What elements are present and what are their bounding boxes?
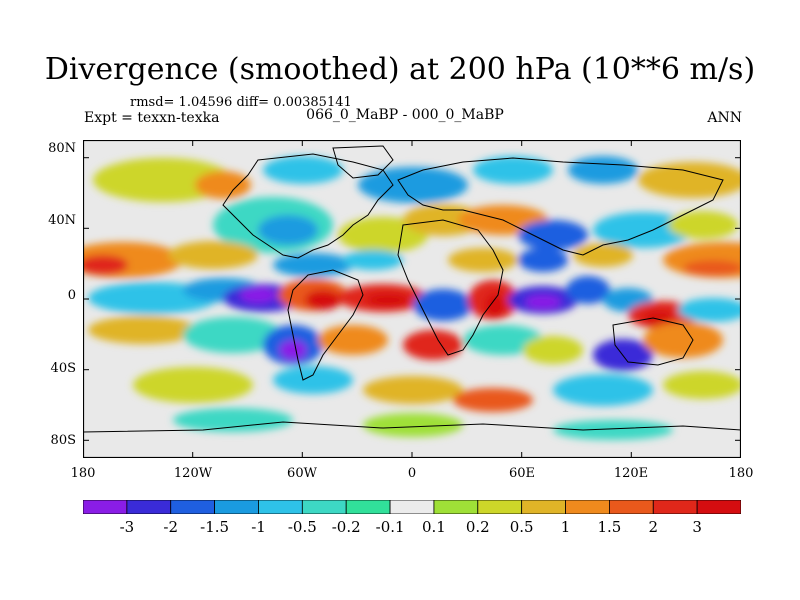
- y-tick-label: 0: [67, 288, 76, 303]
- colorbar-label: 1: [560, 518, 571, 536]
- colorbar-swatch: [345, 500, 391, 514]
- x-tick-label: 180: [728, 466, 754, 481]
- colorbar-swatch: [565, 500, 610, 514]
- x-tick-label: 120W: [173, 466, 213, 481]
- colorbar-swatch: [126, 500, 172, 514]
- divergence-field: [83, 156, 741, 440]
- map-ticks: [83, 140, 741, 458]
- coastlines: [83, 145, 741, 433]
- colorbar-label: 0.1: [421, 518, 446, 536]
- colorbar-label: 2: [648, 518, 659, 536]
- colorbar-label: -1.5: [200, 518, 230, 536]
- colorbar-label: -0.1: [375, 518, 405, 536]
- y-tick-label: 80S: [50, 433, 76, 448]
- colorbar-swatch: [258, 500, 303, 514]
- period-label: 066_0_MaBP - 000_0_MaBP: [306, 107, 504, 123]
- y-tick-label: 80N: [48, 141, 76, 156]
- colorbar-label: -2: [163, 518, 178, 536]
- experiment-label: Expt = texxn-texka: [84, 110, 220, 126]
- colorbar-swatch: [433, 500, 479, 514]
- colorbar-swatch: [652, 500, 698, 514]
- colorbar-swatch: [477, 500, 523, 514]
- x-tick-label: 0: [407, 466, 417, 481]
- coastline-antarctica: [83, 421, 741, 433]
- colorbar-label: 0.5: [509, 518, 534, 536]
- coastline-africa: [397, 219, 504, 356]
- colorbar-swatch: [521, 500, 566, 514]
- colorbar-label: 3: [692, 518, 702, 536]
- x-tick-label: 180: [70, 466, 96, 481]
- colorbar-swatch: [609, 500, 654, 514]
- x-tick-label: 60E: [508, 466, 536, 481]
- colorbar-swatch: [696, 500, 741, 514]
- colorbar-swatch: [214, 500, 259, 514]
- colorbar-label: 0.2: [465, 518, 490, 536]
- coastline-eurasia: [397, 157, 724, 256]
- coastline-north-america: [222, 153, 394, 259]
- colorbar-label: -0.2: [331, 518, 361, 536]
- x-tick-label: 120E: [613, 466, 649, 481]
- colorbar-swatch: [301, 500, 347, 514]
- coastline-south-america: [287, 269, 364, 381]
- coastline-australia: [612, 317, 694, 366]
- colorbar-label: -1: [251, 518, 266, 536]
- colorbar-swatch: [170, 500, 216, 514]
- y-tick-label: 40S: [50, 361, 76, 376]
- plot-title: Divergence (smoothed) at 200 hPa (10**6 …: [44, 52, 756, 87]
- colorbar: [83, 500, 741, 514]
- colorbar-swatch: [389, 500, 435, 514]
- divergence-map: [83, 140, 741, 458]
- colorbar-label: -3: [119, 518, 135, 536]
- coastline-greenland: [332, 145, 394, 179]
- x-tick-label: 60W: [287, 466, 317, 481]
- colorbar-label: 1.5: [597, 518, 622, 536]
- colorbar-swatch: [83, 500, 128, 514]
- season-label: ANN: [707, 110, 742, 126]
- stats-label: rmsd= 1.04596 diff= 0.00385141: [130, 95, 352, 110]
- y-tick-label: 40N: [48, 213, 76, 228]
- colorbar-label: -0.5: [287, 518, 317, 536]
